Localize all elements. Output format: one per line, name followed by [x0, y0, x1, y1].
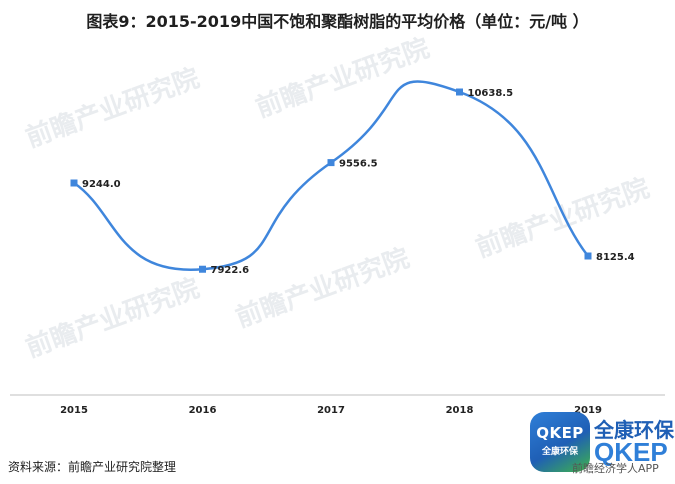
- brand-name: 全康环保: [594, 418, 674, 442]
- data-label: 9244.0: [82, 179, 121, 190]
- source-note: 资料来源：前瞻产业研究院整理: [8, 460, 177, 474]
- x-tick-label: 2018: [446, 405, 474, 416]
- data-point-marker: [456, 88, 463, 96]
- x-tick-label: 2016: [189, 405, 217, 416]
- data-point-marker: [327, 159, 335, 167]
- data-label: 7922.6: [211, 265, 250, 276]
- data-label: 9556.5: [339, 159, 378, 170]
- x-tick-label: 2019: [574, 405, 602, 416]
- data-point-marker: [199, 265, 206, 273]
- data-point-marker: [70, 179, 78, 187]
- plot-area: 9244.0 2015 7922.6 2016 9556.5 2017 10638.5 201…: [60, 80, 635, 416]
- data-label: 10638.5: [468, 88, 514, 99]
- logo-badge-name: 全康环保: [541, 447, 578, 457]
- chart-title: 图表9：2015-2019中国不饱和聚酯树脂的平均价格（单位：元/吨 ）: [86, 12, 589, 31]
- data-label: 8125.4: [596, 252, 635, 263]
- brand-code: QKEP: [594, 437, 668, 467]
- series-line: [73, 80, 589, 271]
- x-tick-label: 2017: [317, 405, 345, 416]
- logo-badge-code: QKEP: [536, 424, 584, 442]
- brand-logo-badge: QKEP 全康环保: [530, 412, 590, 472]
- x-tick-label: 2015: [60, 405, 88, 416]
- brand-footer: 前瞻经济学人APP: [572, 462, 659, 475]
- data-point-marker: [584, 252, 592, 260]
